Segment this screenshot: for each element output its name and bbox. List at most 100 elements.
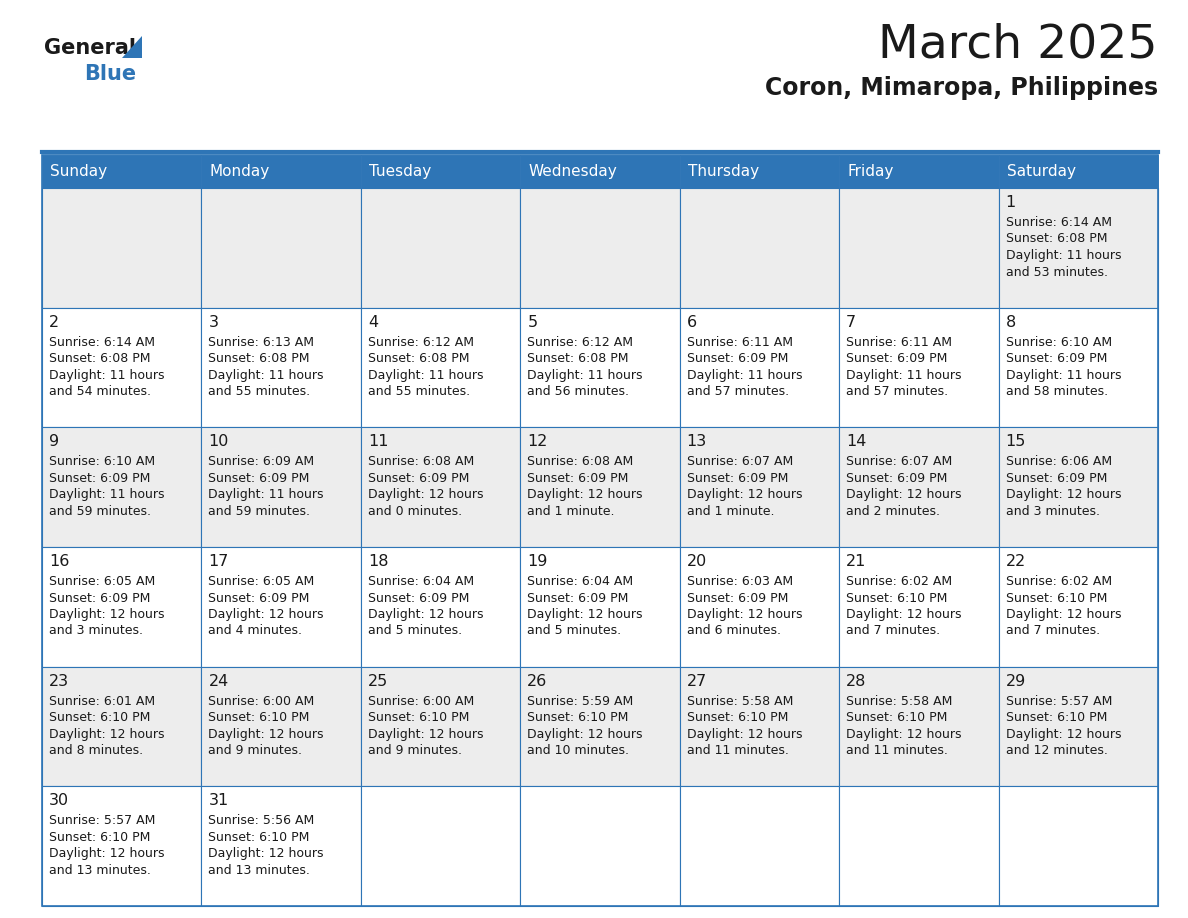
Bar [202,155,361,188]
Text: Sunday: Sunday [50,164,107,179]
Text: Sunrise: 6:10 AM: Sunrise: 6:10 AM [1005,336,1112,349]
Text: 11: 11 [368,434,388,449]
Text: 8: 8 [1005,315,1016,330]
Text: Sunrise: 6:10 AM: Sunrise: 6:10 AM [49,455,156,468]
Text: Sunrise: 6:08 AM: Sunrise: 6:08 AM [527,455,633,468]
Text: Sunset: 6:09 PM: Sunset: 6:09 PM [1005,472,1107,485]
Text: Sunrise: 6:12 AM: Sunrise: 6:12 AM [368,336,474,349]
Bar [680,787,839,906]
Text: Daylight: 12 hours: Daylight: 12 hours [49,847,164,860]
Bar [202,547,361,666]
Text: and 3 minutes.: and 3 minutes. [1005,505,1100,518]
Bar [839,188,999,308]
Text: Sunrise: 6:12 AM: Sunrise: 6:12 AM [527,336,633,349]
Text: Sunset: 6:10 PM: Sunset: 6:10 PM [208,831,310,844]
Bar [680,188,839,308]
Bar [520,428,680,547]
Text: Sunset: 6:10 PM: Sunset: 6:10 PM [368,711,469,724]
Bar [520,308,680,428]
Text: 28: 28 [846,674,866,688]
Text: Sunset: 6:10 PM: Sunset: 6:10 PM [846,591,948,604]
Text: and 55 minutes.: and 55 minutes. [368,386,470,398]
Text: and 9 minutes.: and 9 minutes. [368,744,462,757]
Text: 13: 13 [687,434,707,449]
Bar [839,787,999,906]
Text: and 59 minutes.: and 59 minutes. [49,505,151,518]
Text: Sunset: 6:09 PM: Sunset: 6:09 PM [687,591,788,604]
Text: Sunset: 6:08 PM: Sunset: 6:08 PM [527,353,628,365]
Text: Daylight: 12 hours: Daylight: 12 hours [368,488,484,501]
Bar [42,155,202,188]
Text: Sunset: 6:09 PM: Sunset: 6:09 PM [527,472,628,485]
Text: Sunset: 6:09 PM: Sunset: 6:09 PM [846,353,948,365]
Text: Sunset: 6:09 PM: Sunset: 6:09 PM [49,591,151,604]
Text: Sunset: 6:10 PM: Sunset: 6:10 PM [208,711,310,724]
Text: and 6 minutes.: and 6 minutes. [687,624,781,637]
Text: and 57 minutes.: and 57 minutes. [846,386,948,398]
Text: Sunrise: 6:07 AM: Sunrise: 6:07 AM [687,455,792,468]
Bar [680,155,839,188]
Bar [520,188,680,308]
Text: Sunrise: 6:05 AM: Sunrise: 6:05 AM [49,575,156,588]
Bar [42,547,202,666]
Text: and 7 minutes.: and 7 minutes. [846,624,940,637]
Text: Sunrise: 6:08 AM: Sunrise: 6:08 AM [368,455,474,468]
Text: Sunset: 6:08 PM: Sunset: 6:08 PM [49,353,151,365]
Text: Daylight: 12 hours: Daylight: 12 hours [208,728,324,741]
Text: Daylight: 12 hours: Daylight: 12 hours [846,488,961,501]
Text: Sunset: 6:09 PM: Sunset: 6:09 PM [527,591,628,604]
Text: 31: 31 [208,793,228,809]
Bar [839,547,999,666]
Text: Daylight: 12 hours: Daylight: 12 hours [527,488,643,501]
Text: March 2025: March 2025 [878,22,1158,67]
Text: Sunset: 6:10 PM: Sunset: 6:10 PM [1005,591,1107,604]
Text: General: General [44,38,135,58]
Text: Daylight: 11 hours: Daylight: 11 hours [1005,369,1121,382]
Text: Daylight: 12 hours: Daylight: 12 hours [49,728,164,741]
Text: and 57 minutes.: and 57 minutes. [687,386,789,398]
Bar [839,155,999,188]
Polygon shape [122,36,143,58]
Text: Sunrise: 6:14 AM: Sunrise: 6:14 AM [49,336,154,349]
Bar [42,155,1158,906]
Text: Sunrise: 6:00 AM: Sunrise: 6:00 AM [208,695,315,708]
Text: Sunset: 6:09 PM: Sunset: 6:09 PM [368,472,469,485]
Text: and 56 minutes.: and 56 minutes. [527,386,630,398]
Text: Sunrise: 6:01 AM: Sunrise: 6:01 AM [49,695,156,708]
Text: 6: 6 [687,315,697,330]
Text: 30: 30 [49,793,69,809]
Text: and 1 minute.: and 1 minute. [527,505,614,518]
Bar [361,308,520,428]
Text: and 1 minute.: and 1 minute. [687,505,775,518]
Text: Sunrise: 6:02 AM: Sunrise: 6:02 AM [1005,575,1112,588]
Text: 23: 23 [49,674,69,688]
Text: and 5 minutes.: and 5 minutes. [527,624,621,637]
Text: and 12 minutes.: and 12 minutes. [1005,744,1107,757]
Text: Sunset: 6:08 PM: Sunset: 6:08 PM [368,353,469,365]
Text: Wednesday: Wednesday [529,164,617,179]
Bar [202,308,361,428]
Text: 19: 19 [527,554,548,569]
Bar [520,547,680,666]
Text: Daylight: 12 hours: Daylight: 12 hours [1005,728,1121,741]
Text: 9: 9 [49,434,59,449]
Text: and 7 minutes.: and 7 minutes. [1005,624,1100,637]
Bar [999,547,1158,666]
Text: Sunrise: 6:02 AM: Sunrise: 6:02 AM [846,575,953,588]
Text: Daylight: 11 hours: Daylight: 11 hours [208,369,324,382]
Text: Sunrise: 5:58 AM: Sunrise: 5:58 AM [846,695,953,708]
Text: Daylight: 12 hours: Daylight: 12 hours [527,728,643,741]
Text: 15: 15 [1005,434,1026,449]
Text: and 13 minutes.: and 13 minutes. [208,864,310,877]
Text: Tuesday: Tuesday [368,164,431,179]
Text: Thursday: Thursday [688,164,759,179]
Bar [361,666,520,787]
Text: Daylight: 11 hours: Daylight: 11 hours [49,488,164,501]
Text: 21: 21 [846,554,866,569]
Bar [839,308,999,428]
Bar [999,188,1158,308]
Text: Sunrise: 6:11 AM: Sunrise: 6:11 AM [687,336,792,349]
Text: and 9 minutes.: and 9 minutes. [208,744,303,757]
Text: Daylight: 12 hours: Daylight: 12 hours [846,728,961,741]
Text: Daylight: 12 hours: Daylight: 12 hours [49,608,164,621]
